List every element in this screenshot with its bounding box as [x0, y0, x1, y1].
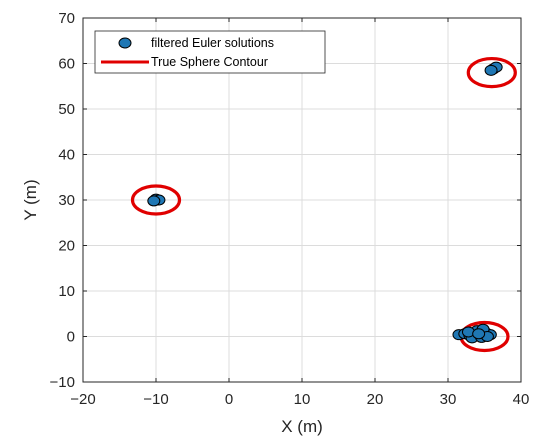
legend-label-euler: filtered Euler solutions — [151, 36, 274, 50]
y-axis-label: Y (m) — [21, 179, 40, 220]
y-tick-label: 50 — [58, 101, 75, 118]
legend: filtered Euler solutions True Sphere Con… — [94, 30, 326, 74]
x-tick-label: 0 — [225, 391, 233, 408]
legend-box — [94, 30, 326, 74]
legend-marker-euler — [118, 37, 132, 49]
y-tick-label: −10 — [50, 374, 75, 391]
x-tick-label: 20 — [367, 391, 384, 408]
y-tick-label: 70 — [58, 10, 75, 27]
y-tick-label: 30 — [58, 192, 75, 209]
x-axis-label: X (m) — [281, 417, 323, 436]
sphere-contour-circle — [130, 184, 182, 216]
euler-solution-point — [472, 328, 486, 340]
sphere-contour-circle — [466, 56, 517, 89]
x-tick-label: −10 — [143, 391, 168, 408]
x-tick-label: 40 — [513, 391, 530, 408]
euler-solution-point — [147, 195, 161, 207]
y-tick-label: 60 — [58, 56, 75, 73]
x-tick-label: 30 — [440, 391, 457, 408]
y-tick-label: 40 — [58, 147, 75, 164]
legend-label-contour: True Sphere Contour — [151, 55, 268, 69]
y-tick-label: 10 — [58, 283, 75, 300]
x-tick-label: 10 — [294, 391, 311, 408]
x-tick-label: −20 — [70, 391, 95, 408]
y-tick-label: 20 — [58, 238, 75, 255]
euler-solution-point — [484, 64, 498, 76]
y-tick-label: 0 — [67, 329, 75, 346]
data-marks — [130, 56, 517, 353]
